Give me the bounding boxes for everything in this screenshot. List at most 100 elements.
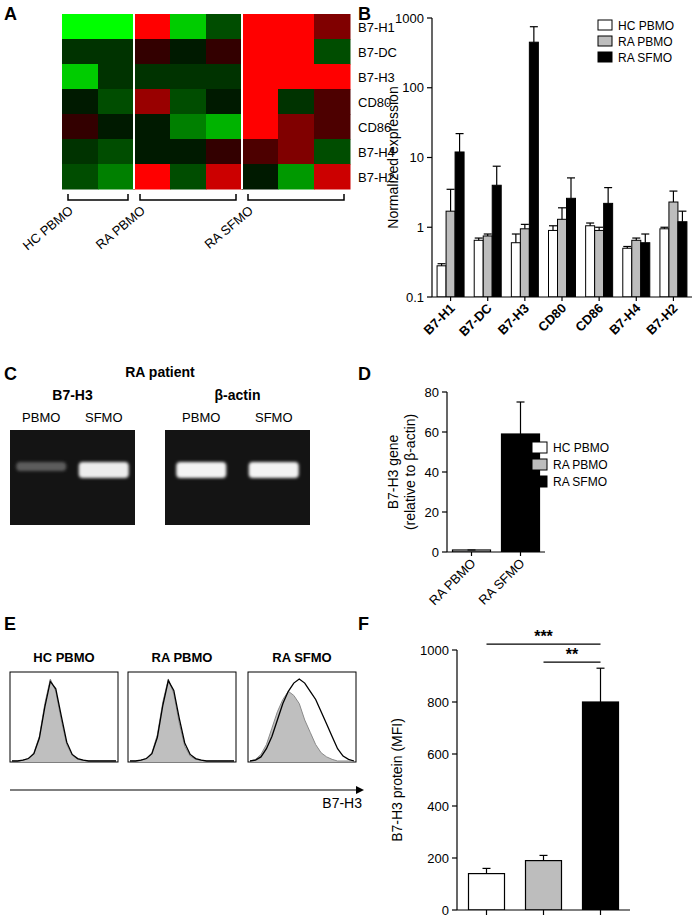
y-tick-label: 0 (442, 903, 449, 918)
panel-label: B (358, 4, 371, 24)
gel-background (10, 430, 135, 525)
heatmap-cell (242, 164, 279, 190)
error-cap (632, 237, 640, 238)
y-axis-label: B7-H3 gene (385, 434, 401, 509)
panel-label: D (358, 364, 371, 384)
error-cap (517, 401, 525, 402)
gel-background (165, 430, 310, 525)
x-axis (447, 551, 545, 552)
bar (567, 198, 576, 297)
heatmap-cell (98, 164, 135, 190)
x-tick-label: RA PBMO (426, 556, 479, 609)
gel-title: RA patient (125, 364, 195, 380)
heatmap-cell (206, 114, 243, 140)
error-bar (561, 208, 562, 219)
error-bar (533, 27, 534, 42)
heatmap-cell (62, 114, 99, 140)
bars (453, 402, 540, 552)
bar (529, 42, 538, 297)
y-tick (442, 551, 447, 552)
y-axis-label: (relative to β-actin) (402, 414, 418, 530)
error-bar (682, 211, 683, 222)
legend-swatch (598, 36, 612, 46)
histogram-title: HC PBMO (33, 650, 94, 665)
error-cap (595, 227, 603, 228)
heatmap-cell (170, 139, 207, 165)
heatmap-cell (98, 64, 135, 90)
error-bar (524, 224, 525, 228)
error-cap (597, 668, 605, 669)
histogram-frame (10, 672, 118, 762)
legend-swatch (598, 52, 612, 62)
error-cap (468, 549, 476, 550)
error-cap (475, 237, 483, 238)
row-label: B7-H3 (358, 70, 395, 85)
x-tick (520, 552, 521, 556)
histogram-title: RA PBMO (152, 650, 213, 665)
isotype-fill (12, 679, 116, 762)
lane-label: PBMO (182, 410, 220, 425)
x-tick (561, 297, 562, 301)
x-tick (599, 297, 600, 301)
x-tick (636, 297, 637, 301)
error-bar (450, 189, 451, 211)
bar (492, 185, 501, 297)
heatmap-cell (278, 114, 315, 140)
bar (583, 702, 619, 910)
y-tick (427, 87, 432, 88)
error-cap (483, 868, 491, 869)
y-axis (456, 650, 457, 910)
y-tick-label: 200 (427, 851, 449, 866)
isotype-line (12, 679, 116, 761)
heatmap-cell (98, 114, 135, 140)
heatmap-cell (98, 39, 135, 65)
arrow-head (356, 786, 364, 794)
y-tick (442, 431, 447, 432)
significance-label: *** (534, 628, 553, 645)
error-bar (673, 191, 674, 202)
heatmap-cell (206, 14, 243, 40)
heatmap-cell (242, 114, 279, 140)
error-cap (549, 225, 557, 226)
error-bar (570, 178, 571, 198)
y-tick-label: 800 (427, 695, 449, 710)
bar (474, 240, 483, 297)
lane-label: PBMO (22, 410, 60, 425)
legend-label: RA SFMO (618, 51, 672, 65)
heatmap-cell (134, 89, 171, 115)
heatmap-cell (170, 39, 207, 65)
bars (437, 27, 687, 297)
heatmap-cell (278, 39, 315, 65)
heatmap-cell (62, 164, 99, 190)
y-tick-label: 100 (402, 80, 424, 95)
error-bar (496, 166, 497, 185)
heatmap-cell (278, 164, 315, 190)
heatmap-cell (206, 64, 243, 90)
error-bar (459, 134, 460, 152)
y-tick (452, 857, 457, 858)
group-bracket (140, 194, 236, 200)
group-separator (241, 14, 243, 189)
group-bracket (248, 194, 344, 200)
bar (511, 243, 520, 297)
x-tick-label: B7-H2 (643, 301, 680, 338)
x-tick (486, 910, 487, 915)
heatmap-cell (134, 139, 171, 165)
heatmap-cell (314, 139, 351, 165)
bar (669, 202, 678, 297)
bar (437, 266, 446, 297)
y-tick-label: 40 (425, 465, 439, 480)
y-tick (442, 511, 447, 512)
heatmap-cell (62, 139, 99, 165)
y-tick-label: 0 (432, 545, 439, 560)
gene-label: β-actin (215, 387, 261, 403)
x-tick-label: RA SFMO (476, 556, 528, 608)
stain-line (130, 681, 234, 761)
isotype-line (130, 679, 234, 761)
bar (586, 226, 595, 297)
histogram-frame (128, 672, 236, 762)
error-cap (604, 187, 612, 188)
heatmap-cell (314, 164, 351, 190)
x-tick (673, 297, 674, 301)
error-cap (438, 263, 446, 264)
